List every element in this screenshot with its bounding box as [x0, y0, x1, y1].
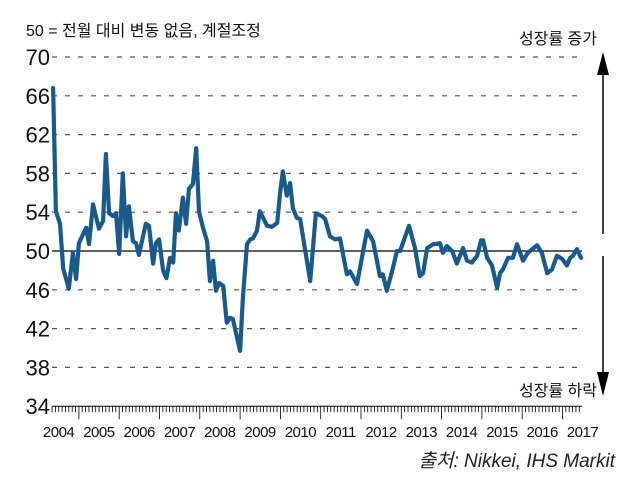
- y-tick-label: 50: [26, 239, 50, 264]
- x-tick-label: 2008: [204, 424, 236, 441]
- x-tick-label: 2009: [244, 424, 276, 441]
- x-tick-label: 2006: [124, 424, 156, 441]
- y-tick-label: 42: [26, 317, 50, 342]
- arrow-down-icon: [597, 372, 609, 396]
- y-tick-label: 62: [26, 123, 50, 148]
- growth-increase-label: 성장률 증가: [518, 31, 597, 48]
- y-tick-label: 70: [26, 45, 50, 70]
- growth-decrease-label: 성장률 하락: [518, 383, 597, 400]
- y-tick-label: 58: [26, 161, 50, 186]
- x-tick-label: 2016: [527, 424, 559, 441]
- y-tick-label: 66: [26, 84, 50, 109]
- arrow-up-icon: [597, 52, 609, 75]
- y-tick-label: 54: [26, 200, 50, 225]
- x-tick-label: 2007: [164, 424, 196, 441]
- y-tick-label: 34: [26, 394, 50, 419]
- x-tick-label: 2015: [486, 424, 518, 441]
- x-tick-label: 2013: [406, 424, 438, 441]
- y-tick-label: 46: [26, 278, 50, 303]
- y-tick-label: 38: [26, 355, 50, 380]
- source-note: 출처: Nikkei, IHS Markit: [418, 451, 615, 472]
- x-tick-label: 2004: [43, 424, 75, 441]
- x-tick-label: 2010: [285, 424, 317, 441]
- x-tick-label: 2012: [365, 424, 397, 441]
- series-line: [50, 85, 584, 353]
- x-tick-label: 2014: [446, 424, 478, 441]
- chart-subtitle: 50 = 전월 대비 변동 없음, 계절조정: [26, 23, 261, 40]
- y-axis-tick-labels: 70 66 62 58 54 50 46 42 38 34: [26, 45, 50, 419]
- x-axis: 2004 2005 2006 2007 2008 2009 2010 2011 2012 2013…: [43, 405, 599, 441]
- growth-direction-arrow: [597, 52, 609, 396]
- x-tick-label: 2005: [83, 424, 115, 441]
- x-tick-label: 2011: [326, 424, 356, 441]
- series-group: [50, 85, 584, 353]
- x-tick-label: 2017: [567, 424, 599, 441]
